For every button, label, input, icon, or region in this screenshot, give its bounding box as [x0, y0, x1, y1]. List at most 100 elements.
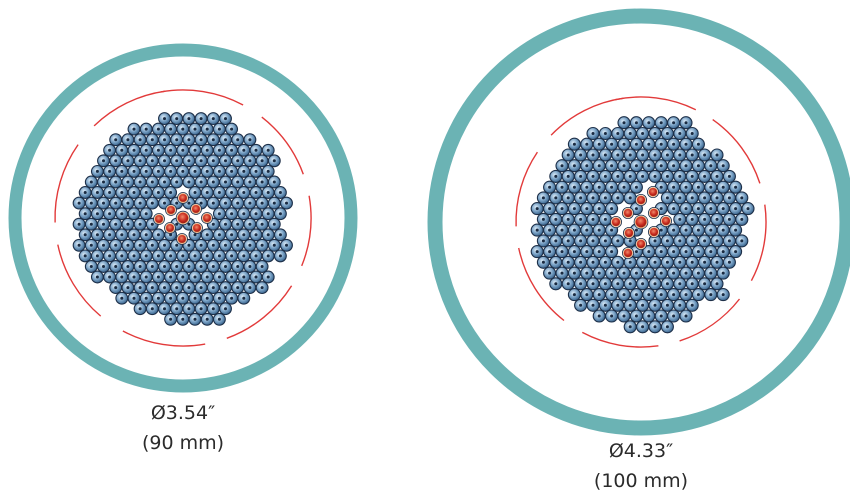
fiber-strand [555, 245, 569, 259]
ring-segment [750, 204, 767, 282]
fiber-strand [219, 260, 232, 273]
fiber-strand [673, 191, 687, 205]
fiber-strand [710, 212, 724, 226]
fiber-strand [84, 196, 98, 210]
fiber-strand [164, 164, 178, 178]
fiber-strand [170, 281, 184, 295]
ring-segment [57, 244, 102, 317]
fiber-strand [109, 154, 123, 168]
fiber-strand [617, 288, 631, 302]
fiber-strand [84, 175, 98, 189]
fiber-strand [698, 255, 712, 269]
ring-segment [515, 151, 538, 227]
fiber-strand [231, 281, 245, 295]
fiber-strand [605, 137, 619, 151]
fiber-strand [109, 281, 123, 295]
fiber-strand [586, 169, 600, 183]
ring-segment [679, 298, 741, 342]
fiber-strand [617, 116, 631, 130]
fiber-strand [219, 154, 232, 168]
fiber-strand [691, 245, 705, 259]
fiber-strand [109, 260, 123, 273]
fiber-strand [543, 202, 557, 216]
fiber-strand [219, 217, 232, 231]
fiber-strand [97, 196, 110, 210]
fiber-strand [710, 169, 724, 183]
center-strand [176, 233, 188, 245]
fiber-strand [561, 277, 575, 291]
diameter-mm-label: (90 mm) [141, 432, 225, 454]
fiber-strand [206, 154, 220, 168]
fiber-strand [611, 277, 625, 291]
fiber-strand [530, 245, 544, 259]
fiber-strand [691, 159, 705, 173]
fiber-strand [103, 207, 117, 221]
fiber-strand [567, 245, 581, 259]
fiber-strand [654, 245, 668, 259]
fiber-strand [121, 175, 135, 189]
fiber-strand [722, 255, 736, 269]
fiber-strand [642, 266, 656, 280]
fiber-strand [158, 175, 171, 189]
fiber-strand [243, 196, 257, 210]
fiber-strand [716, 266, 730, 280]
fiber-strand [667, 266, 681, 280]
center-strand [623, 226, 636, 239]
fiber-strand [530, 223, 544, 237]
fiber-strand [249, 228, 263, 242]
fiber-strand [555, 159, 569, 173]
fiber-strand [225, 249, 239, 263]
fiber-strand [206, 175, 220, 189]
fiber-strand [133, 175, 147, 189]
fiber-strand [243, 238, 257, 252]
fiber-strand [200, 143, 214, 157]
fiber-strand [182, 302, 196, 316]
fiber-strand [685, 277, 699, 291]
fiber-strand [580, 137, 594, 151]
fiber-strand [176, 164, 190, 178]
fiber-strand [636, 298, 650, 312]
fiber-strand [115, 207, 129, 221]
fiber-strand [574, 148, 588, 162]
fiber-strand [679, 159, 693, 173]
fiber-strand [212, 249, 226, 263]
cable-90mm [8, 43, 358, 393]
fiber-strand [133, 302, 147, 316]
fiber-strand [127, 228, 141, 242]
fiber-strand [691, 266, 705, 280]
fiber-strand [103, 186, 117, 199]
fiber-strand [200, 122, 214, 136]
fiber-bundle [530, 116, 755, 334]
fiber-strand [617, 180, 631, 194]
center-strand [633, 214, 649, 230]
ring-segment [712, 119, 761, 184]
fiber-strand [188, 122, 202, 136]
fiber-strand [679, 288, 693, 302]
fiber-strand [648, 277, 662, 291]
fiber-strand [567, 159, 581, 173]
ring-segment [160, 89, 244, 106]
fiber-strand [219, 302, 232, 316]
diameter-inches-label: Ø3.54″ [150, 402, 216, 424]
fiber-strand [629, 288, 643, 302]
fiber-strand [543, 245, 557, 259]
fiber-strand [654, 288, 668, 302]
fiber-strand [182, 281, 196, 295]
fiber-strand [536, 255, 550, 269]
fiber-strand [598, 212, 612, 226]
fiber-strand [170, 112, 184, 126]
fiber-strand [555, 266, 569, 280]
fiber-strand [212, 291, 226, 305]
fiber-strand [704, 266, 718, 280]
fiber-strand [648, 320, 662, 334]
outer-jacket [427, 8, 850, 436]
fiber-strand [729, 202, 743, 216]
fiber-strand [243, 175, 257, 189]
fiber-strand [605, 180, 619, 194]
center-strand [660, 214, 673, 227]
fiber-strand [710, 234, 724, 248]
ring-segment [54, 144, 79, 223]
fiber-strand [629, 266, 643, 280]
fiber-strand [580, 245, 594, 259]
fiber-strand [206, 260, 220, 273]
